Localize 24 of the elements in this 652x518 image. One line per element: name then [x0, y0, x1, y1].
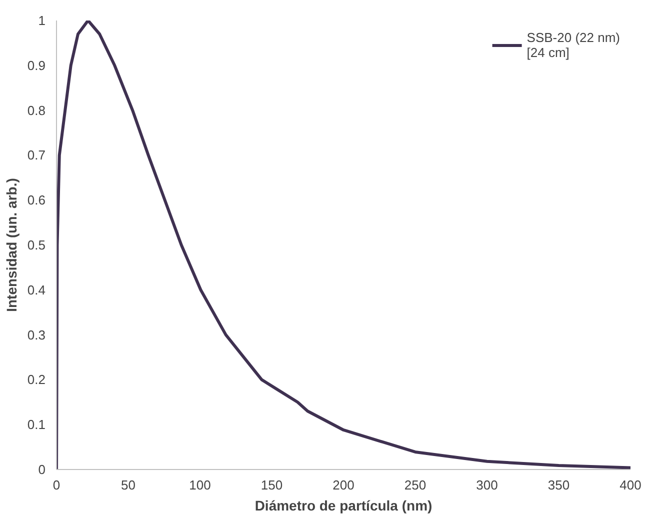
x-tick-label: 400	[620, 478, 642, 492]
y-tick-label: 0.9	[27, 58, 46, 73]
x-tick-label: 0	[52, 478, 60, 492]
y-tick-label: 0.2	[27, 372, 46, 388]
y-tick-label: 0.3	[27, 327, 46, 342]
x-tick-label: 150	[260, 478, 283, 492]
y-tick-label: 0	[38, 462, 46, 477]
line-series	[56, 20, 630, 470]
x-tick-label: 250	[404, 478, 426, 492]
x-tick-label: 200	[332, 478, 354, 492]
x-tick-label: 300	[476, 478, 498, 492]
y-axis-title: Intensidad (un. arb.)	[3, 178, 20, 312]
y-tick-label: 0.7	[27, 148, 46, 163]
y-tick-label: 0.4	[27, 282, 46, 298]
y-tick-label: 0.1	[27, 417, 46, 432]
y-tick-label: 0.5	[27, 238, 46, 252]
x-tick-label: 350	[548, 478, 570, 492]
x-axis-title: Diámetro de partícula (nm)	[254, 498, 432, 514]
legend-label: SSB-20 (22 nm) [24 cm]	[526, 30, 620, 60]
x-tick-label: 50	[121, 478, 136, 492]
y-tick-label: 0.6	[27, 192, 46, 208]
y-tick-label: 1	[38, 13, 46, 28]
x-tick-label: 100	[189, 478, 211, 492]
y-tick-label: 0.8	[27, 102, 46, 118]
